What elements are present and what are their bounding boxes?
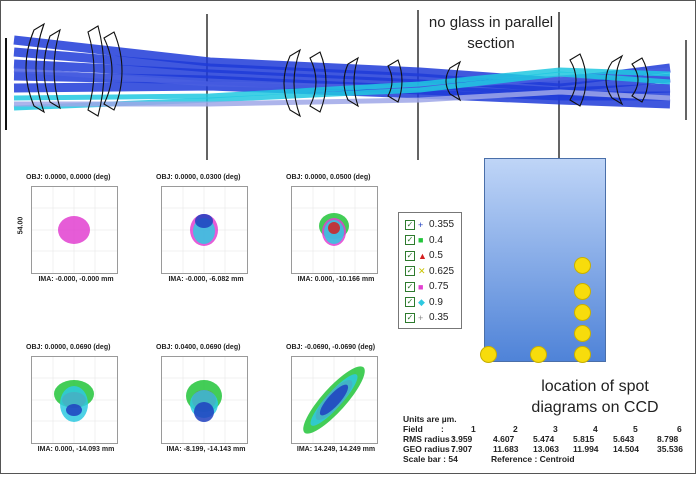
wavelength-value: 0.75: [429, 281, 449, 292]
spot-obj-label: OBJ: -0.0690, -0.0690 (deg): [286, 344, 376, 351]
ccd-spot-dot: [573, 304, 591, 321]
spot-plot-box: [161, 186, 248, 274]
legend-item: ✓ ◆ 0.9: [405, 297, 443, 311]
spot-statistics: Units are µm. Field:1 2 3 4 5 6 RMS radius :3…: [403, 414, 695, 464]
checkbox-icon: ✓: [405, 219, 415, 230]
spot-cloud: [292, 357, 377, 443]
lens-element: [605, 54, 624, 106]
lens-element: [445, 60, 462, 102]
lens-layout-drawing: [5, 10, 687, 160]
legend-item: ✓ ■ 0.75: [405, 281, 448, 295]
lens-element: [43, 28, 61, 110]
spot-ima-label: IMA: 14.249, 14.249 mm: [296, 446, 376, 453]
spot-diagram: OBJ: 0.0000, 0.0300 (deg) IMA: -0.000, -…: [156, 174, 286, 324]
lens-element: [25, 22, 46, 114]
ccd-spot-dot: [480, 346, 497, 363]
ccd-spot-dot: [573, 346, 591, 363]
spot-plot-box: [291, 186, 378, 274]
wavelength-value: 0.5: [429, 250, 443, 261]
spot-obj-label: OBJ: 0.0400, 0.0690 (deg): [156, 344, 241, 351]
checkbox-icon: ✓: [405, 250, 415, 261]
spot-diagram: OBJ: 0.0000, 0.0690 (deg) IMA: 0.000, -1…: [26, 344, 156, 494]
spot-plot-box: [31, 186, 118, 274]
spot-ima-label: IMA: -0.000, -6.082 mm: [168, 276, 244, 283]
marker-icon: ▲: [418, 250, 427, 261]
legend-item: ✓ ■ 0.4: [405, 235, 443, 249]
lens-elements: [25, 22, 649, 118]
spot-cloud: [32, 357, 117, 443]
wavelength-value: 0.9: [429, 296, 443, 308]
spot-plot-box: [31, 356, 118, 444]
scale-bar-label: 54.00: [17, 216, 25, 235]
spot-obj-label: OBJ: 0.0000, 0.0690 (deg): [26, 344, 111, 351]
ray-bundle: [14, 89, 671, 107]
stats-units: Units are µm.: [403, 414, 457, 424]
ccd-spot-dot: [529, 346, 547, 363]
legend-item: ✓ ✕ 0.625: [405, 266, 454, 280]
spot-obj-label: OBJ: 0.0000, 0.0000 (deg): [26, 174, 111, 181]
spot-diagram: OBJ: -0.0690, -0.0690 (deg) IMA: 14.249,…: [286, 344, 416, 494]
lens-element: [103, 31, 123, 111]
wavelength-value: 0.35: [429, 312, 449, 323]
spot-plot-box: [161, 356, 248, 444]
ccd-note: location of spot diagrams on CCD: [531, 378, 659, 416]
spot-ima-label: IMA: 0.000, -14.093 mm: [37, 446, 115, 453]
checkbox-icon: ✓: [405, 281, 415, 292]
lens-element: [283, 48, 302, 118]
marker-icon: +: [418, 219, 424, 230]
ray-bundle: [13, 47, 671, 93]
stats-geo-row: GEO radius :7.907 11.683 13.063 11.994 14.50…: [403, 444, 683, 454]
legend-item: ✓ +0.355: [405, 219, 454, 233]
stats-rms-row: RMS radius :3.959 4.607 5.474 5.815 5.643 8.7…: [403, 434, 679, 444]
checkbox-icon: ✓: [405, 297, 415, 307]
stats-field-row: Field:1 2 3 4 5 6: [403, 424, 682, 434]
marker-icon: ✕: [418, 265, 426, 276]
lens-element: [569, 53, 587, 107]
wavelength-legend: ✓ +0.355 ✓ ■ 0.4 ✓ ▲ 0.5 ✓ ✕ 0.625 ✓ ■ 0.75 ✓ ◆ 0.9 ✓ +0.3…: [398, 212, 462, 329]
spot-cloud: [162, 357, 247, 443]
spot-ima-label: IMA: -8.199, -14.143 mm: [166, 446, 246, 453]
spot-plot-box: [291, 356, 378, 444]
spot-cloud: [32, 187, 117, 273]
lens-element: [87, 25, 105, 117]
wavelength-value: 0.4: [429, 234, 443, 246]
ccd-spot-dot: [573, 283, 591, 300]
spot-diagram: OBJ: 0.0000, 0.0000 (deg) IMA: -0.000, -…: [17, 174, 156, 324]
spot-cloud: [162, 187, 247, 273]
parallel-section-note: no glass in parallel section: [428, 14, 554, 52]
lens-element: [309, 51, 327, 113]
marker-icon: +: [418, 312, 424, 323]
lens-element: [387, 59, 403, 103]
spot-diagram: OBJ: 0.0000, 0.0500 (deg) IMA: 0.000, -1…: [286, 174, 416, 324]
checkbox-icon: ✓: [405, 312, 415, 323]
checkbox-icon: ✓: [405, 266, 415, 276]
wavelength-value: 0.355: [429, 219, 455, 230]
stats-scale-row: Scale bar : 54 Reference : Centroid: [403, 454, 575, 464]
spot-obj-label: OBJ: 0.0000, 0.0500 (deg): [286, 174, 371, 181]
checkbox-icon: ✓: [405, 235, 415, 245]
lens-element: [631, 57, 649, 103]
spot-ima-label: IMA: 0.000, -10.166 mm: [297, 276, 375, 283]
spot-ima-label: IMA: -0.000, -0.000 mm: [38, 276, 114, 283]
spot-cloud: [292, 187, 377, 273]
ccd-spot-dot: [573, 325, 591, 342]
lens-element: [343, 56, 359, 108]
ray-bundles: [13, 35, 671, 111]
spot-obj-label: OBJ: 0.0000, 0.0300 (deg): [156, 174, 241, 181]
ray-bundle: [13, 81, 671, 109]
spot-diagram: OBJ: 0.0400, 0.0690 (deg) IMA: -8.199, -…: [156, 344, 286, 494]
marker-icon: ◆: [418, 296, 425, 307]
legend-item: ✓ +0.35: [405, 312, 448, 326]
wavelength-value: 0.625: [429, 265, 455, 277]
marker-icon: ■: [418, 235, 424, 245]
legend-item: ✓ ▲ 0.5: [405, 250, 443, 264]
ccd-spot-dot: [573, 256, 591, 274]
marker-icon: ■: [418, 281, 424, 292]
ray-bundle: [13, 67, 671, 101]
